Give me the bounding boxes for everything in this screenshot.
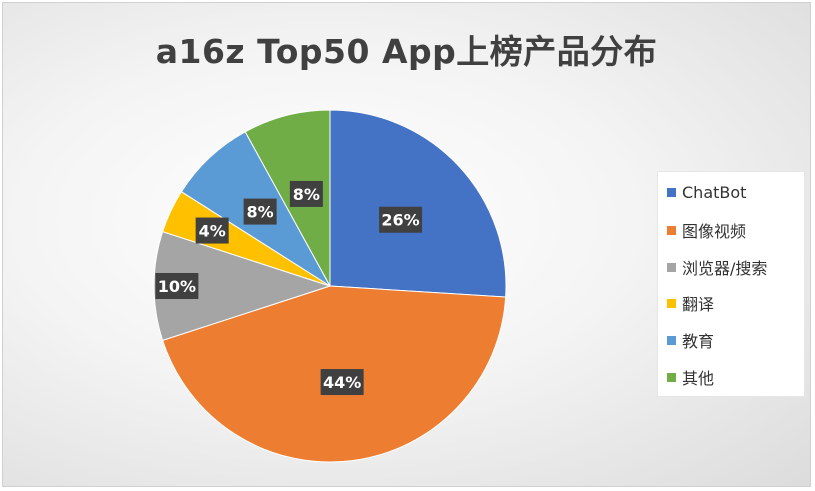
data-label-text: 44% <box>323 373 361 392</box>
legend-item-image-video: 图像视频 <box>667 219 746 241</box>
legend: ChatBot 图像视频 浏览器/搜索 翻译 教育 其他 <box>657 171 805 397</box>
legend-label: 浏览器/搜索 <box>682 259 768 278</box>
legend-item-chatbot: ChatBot <box>667 181 746 203</box>
legend-item-browser-search: 浏览器/搜索 <box>667 256 767 278</box>
legend-item-education: 教育 <box>667 329 714 351</box>
legend-label: 翻译 <box>682 295 715 314</box>
legend-swatch <box>667 335 676 345</box>
slice-other <box>244 109 331 287</box>
data-label-text: 8% <box>293 185 320 204</box>
data-label: 26% <box>379 206 423 233</box>
pie-chart: 26% 44% 10% 4% 8% 8% <box>153 109 507 463</box>
data-label-box <box>155 273 199 299</box>
data-label-box <box>379 206 423 233</box>
data-label-box <box>289 180 323 207</box>
data-label-text: 10% <box>158 277 196 296</box>
data-label-text: 8% <box>247 203 274 222</box>
legend-item-translation: 翻译 <box>667 292 714 314</box>
data-label: 4% <box>195 217 229 244</box>
data-label-box <box>195 217 229 244</box>
data-label: 44% <box>320 369 364 396</box>
legend-label: 图像视频 <box>682 222 747 241</box>
legend-swatch <box>667 372 676 382</box>
legend-item-other: 其他 <box>667 366 714 388</box>
data-label-text: 26% <box>381 211 419 230</box>
legend-swatch <box>667 262 676 272</box>
data-label: 10% <box>155 273 199 299</box>
legend-swatch <box>667 298 676 308</box>
slice-chatbot <box>329 109 507 298</box>
data-label: 8% <box>243 198 277 225</box>
legend-label: ChatBot <box>682 182 747 202</box>
data-label-text: 4% <box>199 222 226 241</box>
legend-swatch <box>667 187 676 197</box>
legend-label: 其他 <box>682 369 715 388</box>
data-label-box <box>320 369 364 396</box>
data-label-box <box>243 198 277 225</box>
data-label: 8% <box>289 180 323 207</box>
slice-browser-search <box>153 230 332 342</box>
legend-swatch <box>667 225 676 235</box>
legend-label: 教育 <box>682 332 715 351</box>
chart-title: a16z Top50 App上榜产品分布 <box>155 32 658 71</box>
